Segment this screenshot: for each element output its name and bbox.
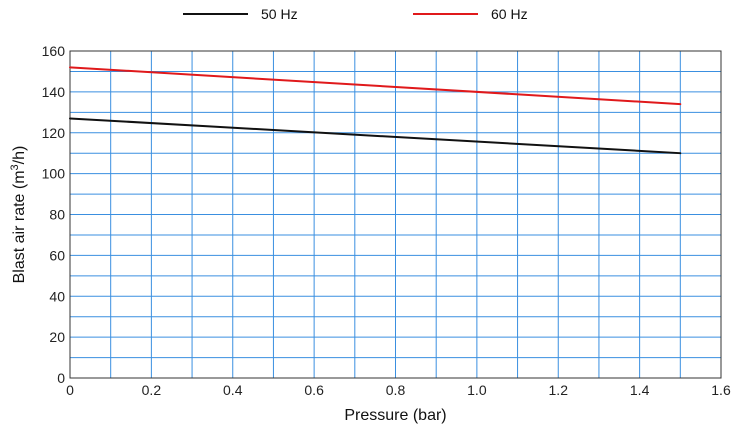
x-tick-label: 0.6 — [304, 382, 324, 398]
y-tick-label: 120 — [42, 125, 66, 141]
y-tick-label: 20 — [49, 329, 65, 345]
x-tick-label: 0.2 — [142, 382, 162, 398]
y-axis-ticks: 0 20 40 60 80 100 120 140 160 — [42, 43, 66, 386]
x-axis-title: Pressure (bar) — [344, 407, 446, 424]
series-line — [69, 66, 682, 106]
series-line — [69, 117, 682, 155]
plot-frame — [69, 50, 722, 379]
y-tick-label: 40 — [49, 288, 65, 304]
y-axis-title-prefix: Blast air rate (m — [11, 170, 28, 283]
x-tick-label: 0.4 — [223, 382, 243, 398]
x-tick-label: 1.0 — [467, 382, 487, 398]
legend-label: 50 Hz — [261, 6, 298, 22]
x-tick-label: 1.4 — [630, 382, 650, 398]
x-axis-ticks: 0 0.2 0.4 0.6 0.8 1.0 1.2 1.4 1.6 — [66, 382, 731, 398]
legend: 50 Hz 60 Hz — [183, 6, 528, 22]
x-tick-label: 0.8 — [386, 382, 406, 398]
series-layer — [69, 66, 682, 155]
y-tick-label: 0 — [57, 370, 65, 386]
y-axis-title: Blast air rate (m3/h) — [9, 146, 28, 284]
y-tick-label: 60 — [49, 247, 65, 263]
y-tick-label: 160 — [42, 43, 66, 59]
x-tick-label: 0 — [66, 382, 74, 398]
legend-label: 60 Hz — [491, 6, 528, 22]
y-tick-label: 100 — [42, 166, 66, 182]
x-tick-label: 1.2 — [549, 382, 569, 398]
y-axis-title-suffix: /h) — [11, 146, 28, 165]
y-tick-label: 140 — [42, 84, 66, 100]
x-tick-label: 1.6 — [711, 382, 731, 398]
y-axis-title-superscript: 3 — [9, 164, 21, 170]
y-tick-label: 80 — [49, 207, 65, 223]
